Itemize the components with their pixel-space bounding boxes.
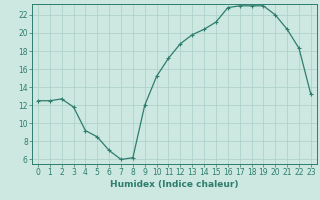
X-axis label: Humidex (Indice chaleur): Humidex (Indice chaleur) bbox=[110, 180, 239, 189]
